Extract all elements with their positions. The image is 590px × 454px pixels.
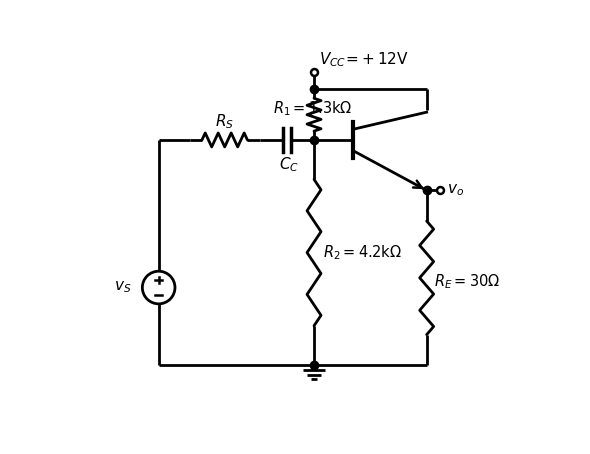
Text: $R_E = 30\Omega$: $R_E = 30\Omega$ xyxy=(434,272,500,291)
Text: $v_S$: $v_S$ xyxy=(114,280,132,296)
Text: $C_C$: $C_C$ xyxy=(278,155,299,174)
Text: $R_1 = 1.3\mathrm{k}\Omega$: $R_1 = 1.3\mathrm{k}\Omega$ xyxy=(273,99,353,118)
Text: $v_o$: $v_o$ xyxy=(447,183,464,198)
Text: $R_S$: $R_S$ xyxy=(215,113,234,131)
Text: $R_2 = 4.2\mathrm{k}\Omega$: $R_2 = 4.2\mathrm{k}\Omega$ xyxy=(323,243,401,262)
Text: $V_{CC}\!=\!+12\mathrm{V}$: $V_{CC}\!=\!+12\mathrm{V}$ xyxy=(319,50,409,69)
